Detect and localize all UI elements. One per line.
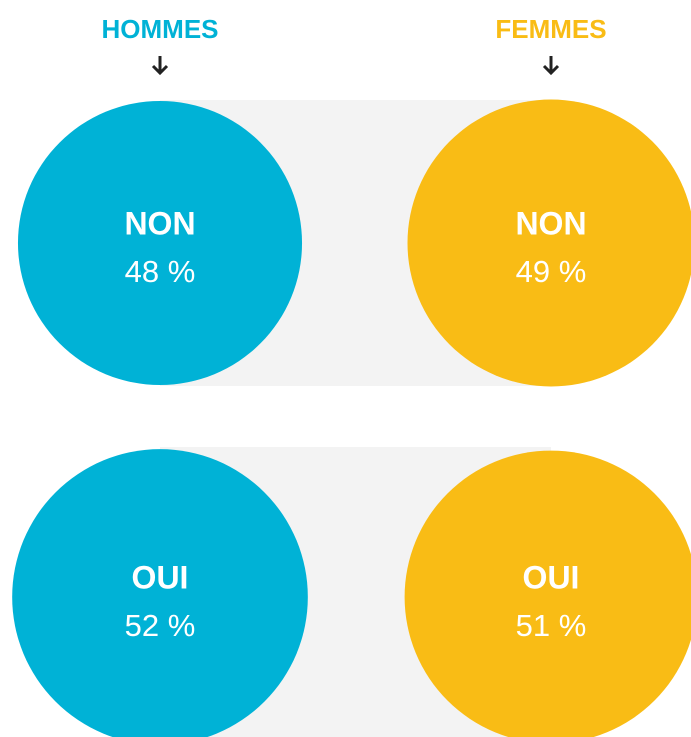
value-label: 48 % (125, 254, 196, 289)
arrow-icon (151, 56, 169, 76)
value-label: 52 % (125, 608, 196, 643)
value-label: 49 % (516, 254, 587, 289)
bubble-name: NON (515, 205, 586, 241)
bubble (404, 450, 691, 737)
column-header: FEMMES (495, 14, 606, 44)
arrow-icon (542, 56, 560, 76)
bubble (17, 100, 303, 386)
value-label: 51 % (516, 608, 587, 643)
bubble (12, 449, 308, 737)
bubble-name: OUI (132, 559, 189, 595)
bubble-name: NON (124, 205, 195, 241)
bubble-name: OUI (523, 559, 580, 595)
column-header: HOMMES (102, 14, 219, 44)
bubble (407, 99, 691, 387)
